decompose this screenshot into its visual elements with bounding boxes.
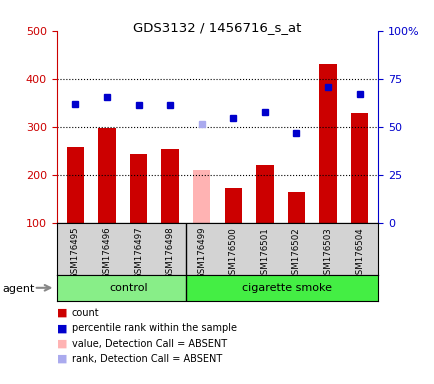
- Text: percentile rank within the sample: percentile rank within the sample: [72, 323, 236, 333]
- Bar: [67, 147, 84, 223]
- Text: ■: ■: [56, 308, 67, 318]
- Bar: [98, 128, 115, 223]
- Text: ■: ■: [56, 323, 67, 333]
- Text: ■: ■: [56, 354, 67, 364]
- Text: GSM176498: GSM176498: [165, 227, 174, 280]
- Text: control: control: [109, 283, 148, 293]
- Bar: [56, 275, 185, 301]
- Text: GSM176496: GSM176496: [102, 227, 111, 280]
- Text: GSM176495: GSM176495: [71, 227, 80, 280]
- Bar: [185, 275, 378, 301]
- Text: count: count: [72, 308, 99, 318]
- Text: GSM176504: GSM176504: [354, 227, 363, 280]
- Text: GSM176501: GSM176501: [260, 227, 269, 280]
- Text: agent: agent: [2, 284, 34, 294]
- Text: GSM176502: GSM176502: [291, 227, 300, 280]
- Text: GSM176503: GSM176503: [323, 227, 332, 280]
- Text: GSM176500: GSM176500: [228, 227, 237, 280]
- Bar: [319, 65, 336, 223]
- Bar: [161, 149, 178, 223]
- Text: value, Detection Call = ABSENT: value, Detection Call = ABSENT: [72, 339, 227, 349]
- Text: GSM176497: GSM176497: [134, 227, 143, 280]
- Bar: [224, 188, 241, 223]
- Bar: [130, 154, 147, 223]
- Bar: [193, 170, 210, 223]
- Bar: [287, 192, 304, 223]
- Text: cigarette smoke: cigarette smoke: [241, 283, 331, 293]
- Text: GSM176499: GSM176499: [197, 227, 206, 280]
- Text: rank, Detection Call = ABSENT: rank, Detection Call = ABSENT: [72, 354, 221, 364]
- Text: ■: ■: [56, 339, 67, 349]
- Text: GDS3132 / 1456716_s_at: GDS3132 / 1456716_s_at: [133, 21, 301, 34]
- Bar: [350, 113, 367, 223]
- Bar: [256, 165, 273, 223]
